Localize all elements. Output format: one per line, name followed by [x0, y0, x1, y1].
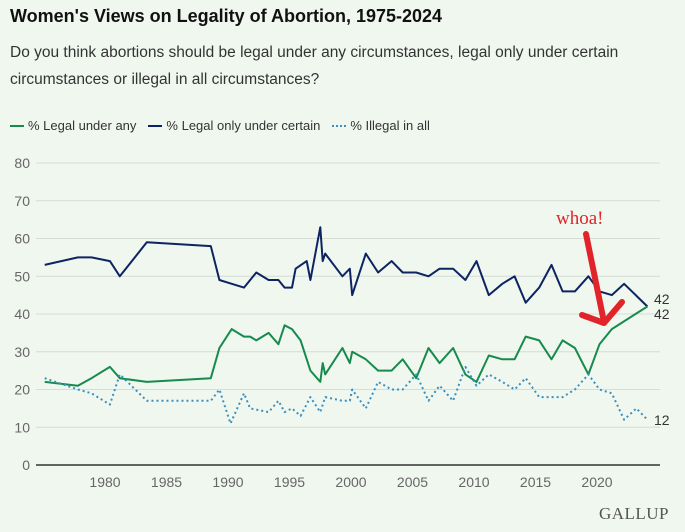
y-tick-label: 80 — [14, 155, 30, 171]
y-tick-label: 40 — [14, 306, 30, 322]
series-line-illegal-all — [44, 365, 649, 425]
end-label-illegal-all: 12 — [654, 412, 670, 428]
chart-title: Women's Views on Legality of Abortion, 1… — [10, 6, 443, 26]
x-tick-label: 1995 — [274, 474, 305, 490]
y-tick-label: 0 — [22, 457, 30, 473]
legend: % Legal under any % Legal only under cer… — [10, 118, 430, 133]
legend-swatch — [148, 124, 163, 127]
x-tick-label: 1990 — [212, 474, 243, 490]
legend-label: % Legal only under certain — [166, 118, 321, 133]
y-tick-label: 30 — [14, 344, 30, 360]
legend-label: % Legal under any — [28, 118, 137, 133]
legend-label: % Illegal in all — [350, 118, 430, 133]
annotation-arrow-shaft — [583, 231, 607, 325]
end-label-legal-certain: 42 — [654, 291, 670, 307]
chart-subtitle-line1: Do you think abortions should be legal u… — [10, 44, 619, 61]
x-tick-label: 2000 — [335, 474, 366, 490]
legend-item-legal-certain: % Legal only under certain — [148, 118, 320, 133]
gallup-logo: GALLUP — [598, 504, 669, 523]
x-tick-label: 1980 — [89, 474, 120, 490]
x-tick-label: 2015 — [520, 474, 551, 490]
legend-item-illegal-all: % Illegal in all — [332, 118, 430, 133]
annotation-arrow-head — [579, 299, 625, 326]
x-tick-label: 2005 — [397, 474, 428, 490]
series-line-legal-certain — [44, 226, 649, 308]
y-tick-label: 50 — [14, 268, 30, 284]
legend-swatch — [10, 124, 24, 127]
chart-subtitle-line2: circumstances or illegal in all circumst… — [10, 71, 320, 88]
y-tick-label: 70 — [14, 193, 30, 209]
x-tick-label: 2020 — [581, 474, 612, 490]
legend-swatch — [332, 124, 347, 127]
y-tick-label: 20 — [14, 382, 30, 398]
y-tick-label: 10 — [14, 419, 30, 435]
legend-item-legal-any: % Legal under any — [10, 118, 136, 133]
y-tick-label: 60 — [14, 231, 30, 247]
end-label-legal-any: 42 — [654, 306, 670, 322]
annotation-text: whoa! — [556, 208, 603, 229]
x-tick-label: 2010 — [458, 474, 489, 490]
x-tick-label: 1985 — [151, 474, 182, 490]
series-line-legal-any — [44, 305, 648, 387]
